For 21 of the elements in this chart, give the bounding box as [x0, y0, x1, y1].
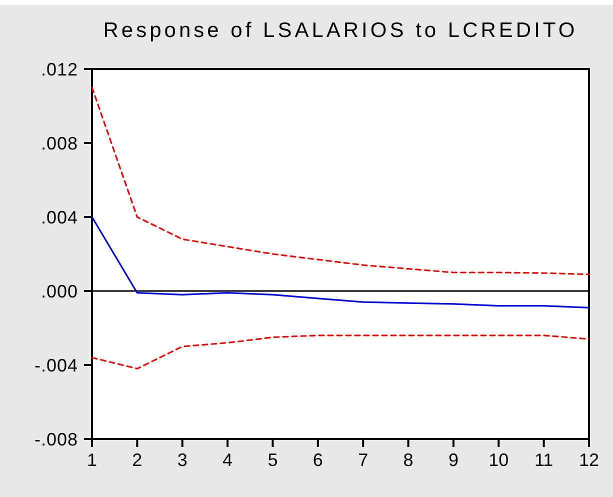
x-tick-label: 4 [222, 450, 233, 470]
x-tick-label: 1 [86, 450, 98, 470]
x-tick-label: 2 [132, 450, 142, 470]
x-tick-label: 7 [358, 450, 368, 470]
line-series [91, 334, 590, 370]
x-tick-label: 5 [268, 450, 278, 470]
y-tick-label: -.004 [34, 355, 78, 376]
y-tick-label: -.008 [34, 429, 78, 450]
x-tick-label: 3 [177, 450, 188, 470]
line-series [91, 86, 590, 276]
x-tick-label: 11 [534, 450, 554, 470]
y-tick-label: .000 [40, 281, 78, 302]
x-tick-label: 12 [578, 450, 600, 470]
x-tick-label: 8 [403, 450, 414, 470]
y-tick-label: .004 [40, 207, 78, 228]
chart-title: Response of LSALARIOS to LCREDITO [103, 19, 578, 42]
x-tick-label: 10 [488, 450, 509, 470]
y-tick-label: .008 [40, 133, 78, 154]
y-tick-label: .012 [40, 59, 78, 80]
x-tick-label: 6 [312, 450, 323, 470]
x-tick-label: 9 [448, 450, 458, 470]
